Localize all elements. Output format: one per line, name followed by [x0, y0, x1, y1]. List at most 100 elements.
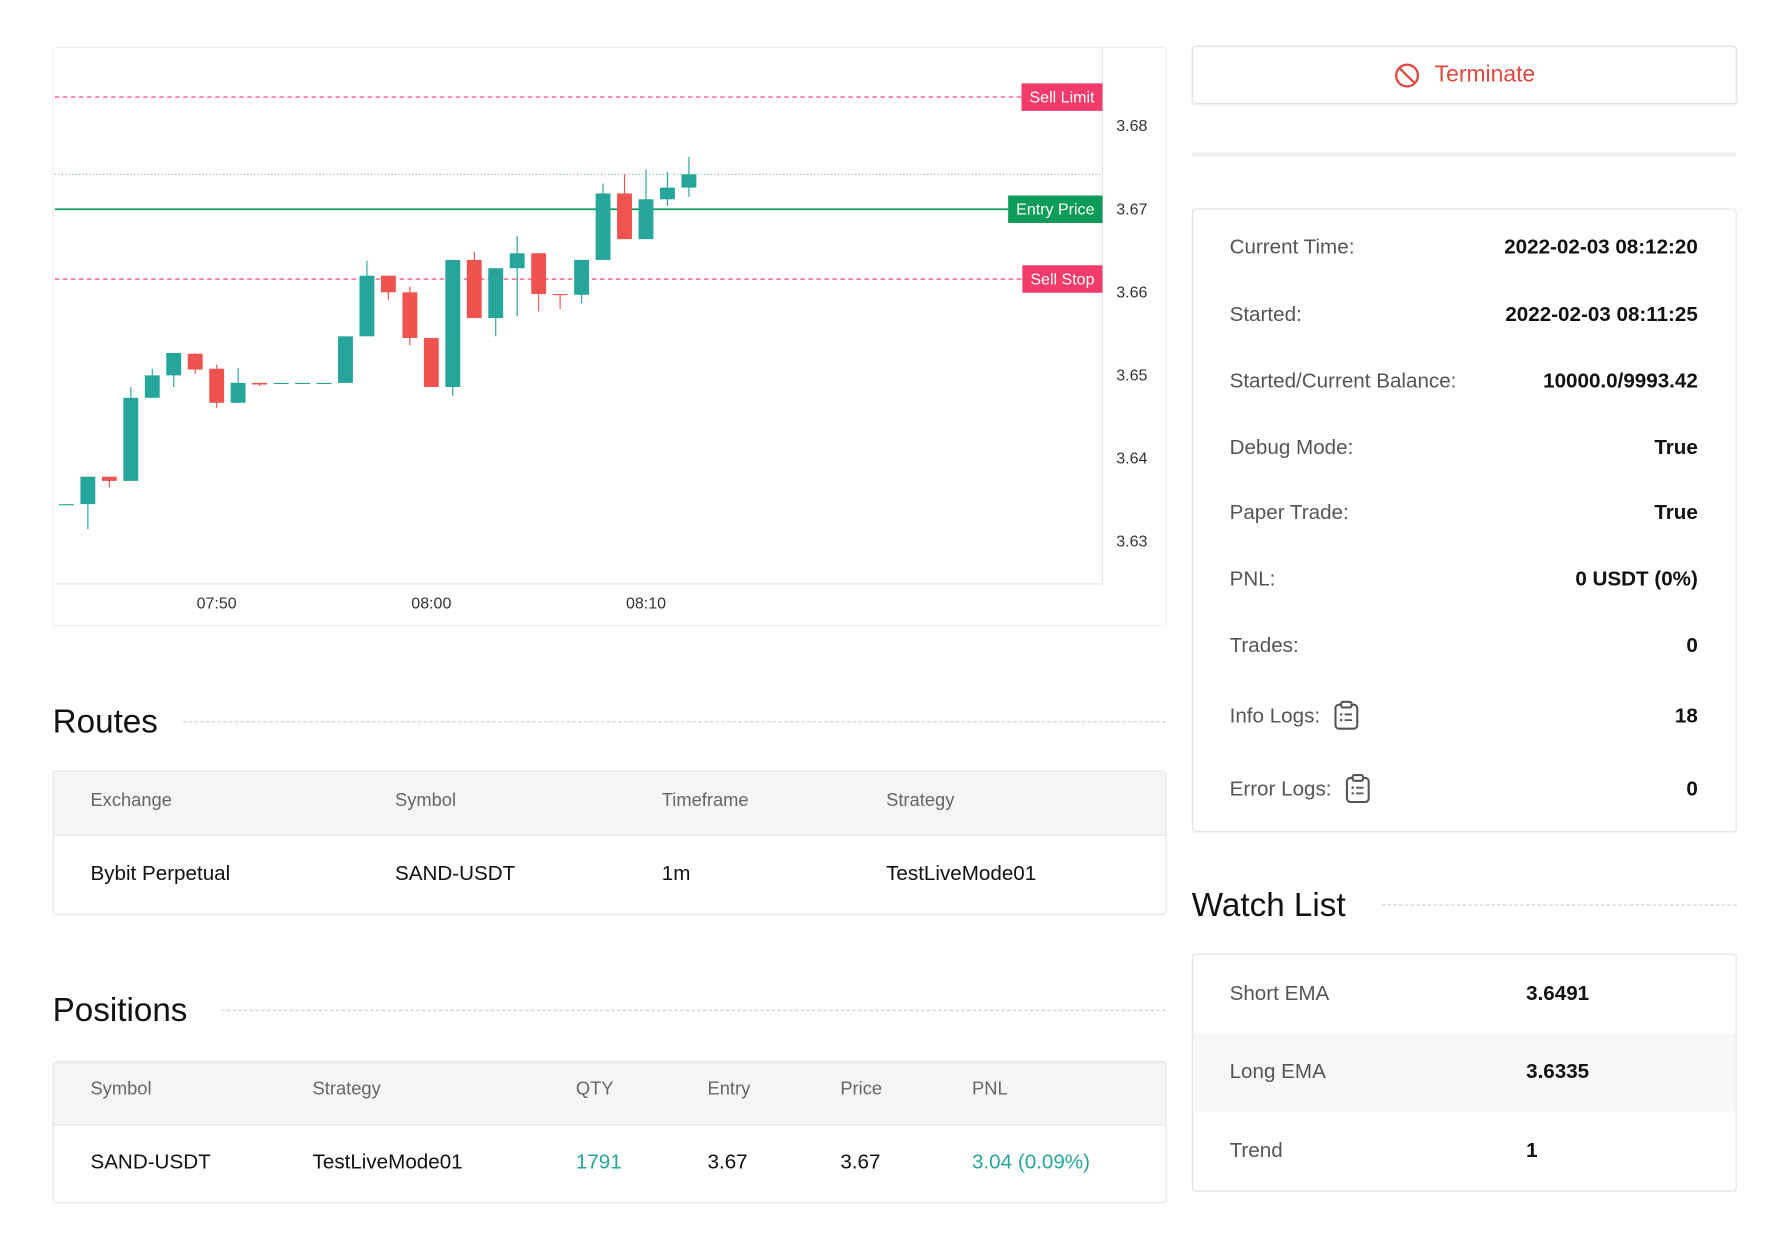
info-label-text: PNL: [1229, 567, 1276, 591]
y-tick-label: 3.65 [1116, 366, 1147, 384]
block-icon [1395, 62, 1420, 88]
info-value: True [1654, 500, 1698, 524]
table-cell: TestLiveMode01 [312, 1150, 463, 1173]
candle-body [595, 193, 611, 260]
candle-body [509, 253, 525, 269]
candle-body [380, 275, 396, 293]
terminate-button[interactable]: Terminate [1191, 45, 1737, 105]
info-value: 0 [1686, 776, 1698, 800]
info-label-text: Trades: [1229, 633, 1299, 657]
info-label: Error Logs: [1230, 774, 1371, 804]
price-line-label: Sell Limit [1030, 88, 1096, 106]
chart-card [52, 46, 1167, 627]
x-tick-label: 08:00 [411, 595, 451, 613]
candle-body [423, 337, 439, 388]
candle-body [466, 259, 482, 319]
table-header [53, 1062, 1166, 1126]
y-tick-label: 3.64 [1116, 450, 1147, 468]
x-tick-label: 08:10 [626, 595, 666, 613]
watch-label: Trend [1229, 1138, 1283, 1162]
price-line-tag [1008, 195, 1103, 223]
y-tick-label: 3.68 [1116, 117, 1147, 135]
candle-body [58, 504, 74, 506]
price-line-tag [1022, 265, 1103, 293]
candle-body [617, 193, 632, 240]
info-label: Trades: [1230, 634, 1299, 658]
table-cell: Bybit Perpetual [90, 861, 231, 885]
info-label-text: Started: [1229, 302, 1302, 326]
table-cell: 3.67 [707, 1150, 748, 1173]
info-card [1191, 208, 1737, 833]
info-row: Debug Mode: True [1230, 436, 1698, 460]
info-row: Started/Current Balance: 10000.0/9993.42 [1230, 369, 1698, 393]
candle-body [681, 174, 697, 188]
column-header: Symbol [90, 1079, 152, 1100]
candle-body [252, 382, 268, 385]
info-label: Current Time: [1230, 235, 1355, 259]
candle-body [338, 336, 353, 383]
candle-body [488, 268, 504, 319]
candle-body [638, 199, 654, 240]
info-row: Info Logs: 18 [1229, 700, 1698, 731]
table-cell: SAND-USDT [394, 861, 516, 885]
info-value: 2022-02-03 08:11:25 [1505, 302, 1698, 326]
column-header: PNL [971, 1079, 1008, 1100]
info-value: 18 [1674, 703, 1698, 727]
info-label: Paper Trade: [1230, 501, 1349, 525]
routes-table [52, 770, 1167, 915]
column-header: Strategy [312, 1079, 381, 1100]
info-value: True [1654, 435, 1698, 459]
candle-body [531, 253, 547, 294]
divider [220, 1009, 1166, 1011]
price-line-label: Sell Stop [1030, 270, 1094, 288]
clipboard-icon[interactable] [1334, 700, 1359, 731]
candle-body [144, 375, 160, 398]
table-cell: 3.04 (0.09%) [971, 1150, 1090, 1173]
watch-value: 3.6491 [1526, 981, 1590, 1005]
candle-body [123, 397, 139, 481]
candle-body [187, 353, 203, 370]
x-tick-label: 07:50 [197, 595, 237, 613]
info-value: 10000.0/9993.42 [1543, 369, 1698, 393]
watch-list-title: Watch List [1191, 887, 1346, 924]
watch-label: Short EMA [1229, 981, 1330, 1005]
info-label-text: Started/Current Balance: [1229, 369, 1457, 393]
watch-value: 3.6335 [1526, 1059, 1590, 1083]
positions-table [52, 1061, 1167, 1204]
column-header: Price [840, 1079, 883, 1100]
candle-body [445, 259, 461, 388]
candle-body [316, 382, 332, 385]
row-stripe [1192, 1033, 1736, 1112]
clipboard-icon[interactable] [1345, 774, 1370, 804]
candle-body [273, 382, 289, 385]
routes-title: Routes [52, 704, 158, 741]
info-value: 2022-02-03 08:12:20 [1504, 235, 1698, 259]
table-cell: TestLiveMode01 [886, 861, 1037, 885]
info-label: Info Logs: [1229, 700, 1359, 731]
info-row: Error Logs: 0 [1230, 774, 1698, 804]
info-label-text: Info Logs: [1229, 703, 1321, 727]
info-label: Started: [1230, 303, 1302, 327]
price-line-label: Entry Price [1016, 201, 1094, 219]
table-cell: SAND-USDT [90, 1150, 211, 1173]
info-row: Paper Trade: True [1230, 501, 1698, 525]
info-label: PNL: [1230, 567, 1276, 591]
y-tick-label: 3.66 [1116, 283, 1147, 301]
watch-value: 1 [1526, 1138, 1538, 1162]
candle-body [574, 259, 590, 295]
column-header: QTY [575, 1079, 614, 1100]
watch-card [1191, 953, 1737, 1192]
info-row: Started: 2022-02-03 08:11:25 [1230, 303, 1698, 327]
column-header: Timeframe [661, 791, 749, 811]
info-label-text: Paper Trade: [1229, 500, 1349, 524]
y-tick-label: 3.63 [1116, 533, 1147, 551]
table-cell: 1m [661, 861, 691, 885]
column-header: Symbol [394, 791, 457, 811]
divider [1381, 904, 1737, 906]
positions-title: Positions [52, 992, 188, 1030]
candle-body [166, 352, 182, 376]
candle-body [552, 293, 568, 296]
terminate-label: Terminate [1434, 61, 1536, 88]
